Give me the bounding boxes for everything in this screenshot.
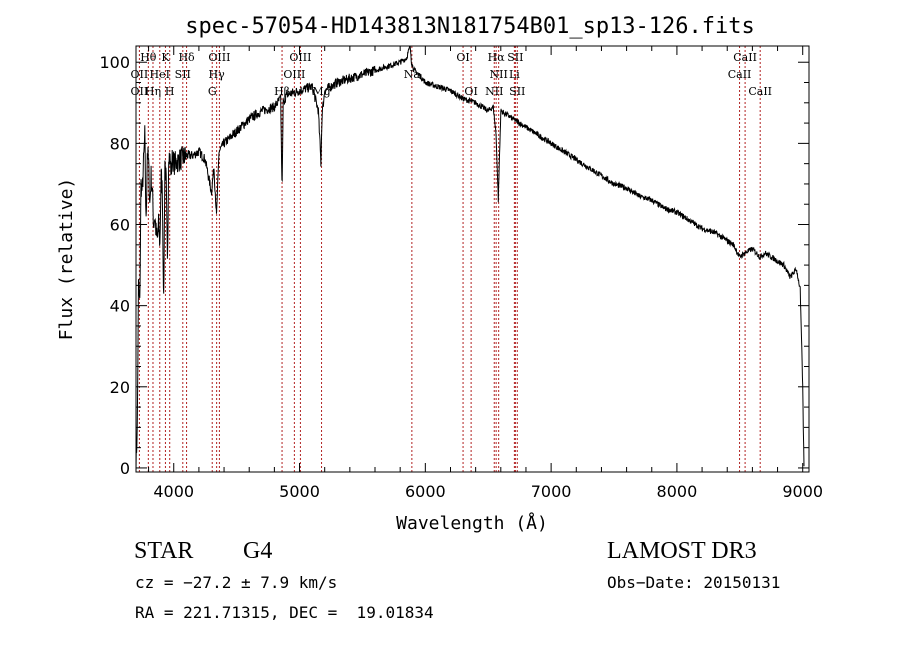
line-label-24: OI xyxy=(464,85,477,98)
plot-frame xyxy=(135,45,810,473)
line-label-5: OI xyxy=(456,51,469,64)
line-label-25: NII xyxy=(485,85,503,98)
x-tick-label: 8000 xyxy=(657,482,698,501)
line-label-27: CaII xyxy=(748,85,772,98)
line-label-2: Hδ xyxy=(178,51,195,64)
x-tick-label: 6000 xyxy=(405,482,446,501)
survey-name: LAMOST DR3 xyxy=(607,538,757,564)
line-label-26: SII xyxy=(509,85,525,98)
object-subclass: G4 xyxy=(243,538,273,564)
y-tick-label: 80 xyxy=(110,134,130,153)
y-tick-label: 100 xyxy=(99,53,130,72)
x-tick-label: 4000 xyxy=(153,482,194,501)
line-label-7: SII xyxy=(507,51,523,64)
line-label-17: CaII xyxy=(728,68,752,81)
y-tick-label: 20 xyxy=(110,378,130,397)
x-tick-label: 7000 xyxy=(531,482,572,501)
line-label-13: OIII xyxy=(283,68,305,81)
line-label-21: G xyxy=(208,85,217,98)
line-label-1: K xyxy=(161,51,170,64)
y-axis-label: Flux (relative) xyxy=(56,178,77,341)
redshift-value: cz = −27.2 ± 7.9 km/s xyxy=(135,573,338,592)
spectrum-series xyxy=(135,45,805,473)
line-label-19: Hη xyxy=(145,85,161,98)
x-axis-label: Wavelength (Å) xyxy=(396,512,548,534)
line-label-14: Na xyxy=(404,68,421,81)
x-tick-label: 9000 xyxy=(782,482,823,501)
tick-labels: 4000 5000 6000 7000 8000 9000 0 20 40 60 80 100 xyxy=(99,53,823,501)
axis-ticks xyxy=(136,46,809,472)
line-markers xyxy=(138,46,761,472)
line-label-8: CaII xyxy=(733,51,757,64)
y-tick-label: 60 xyxy=(110,216,130,235)
line-label-18: OII xyxy=(131,85,149,98)
line-label-4: OIII xyxy=(289,51,311,64)
observation-date: Obs−Date: 20150131 xyxy=(607,573,781,592)
line-label-6: Hα xyxy=(488,51,506,64)
line-label-15: NII xyxy=(490,68,508,81)
line-label-9: OII xyxy=(131,68,149,81)
y-tick-label: 40 xyxy=(110,297,130,316)
line-label-0: Hθ xyxy=(140,51,157,64)
line-label-16: Li xyxy=(509,68,520,81)
line-label-11: SII xyxy=(175,68,191,81)
line-label-20: H xyxy=(165,85,175,98)
object-class: STAR xyxy=(134,538,194,564)
spectrum-line xyxy=(135,45,805,473)
chart-title: spec-57054-HD143813N181754B01_sp13-126.f… xyxy=(185,14,755,39)
line-label-3: OIII xyxy=(208,51,230,64)
line-label-12: Hγ xyxy=(209,68,226,81)
line-label-10: HeI xyxy=(150,68,170,81)
y-tick-label: 0 xyxy=(120,459,130,478)
x-tick-label: 5000 xyxy=(279,482,320,501)
coordinates: RA = 221.71315, DEC = 19.01834 xyxy=(135,603,434,622)
